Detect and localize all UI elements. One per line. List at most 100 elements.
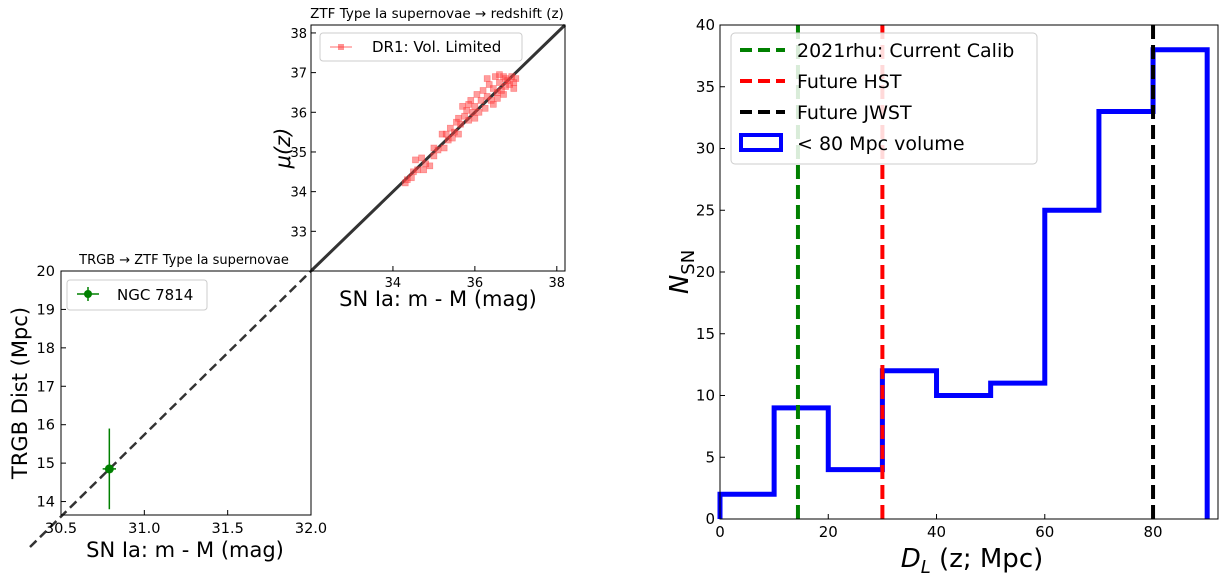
- panel2-ylabel: TRGB Dist (Mpc): [8, 307, 32, 480]
- sn-point-17: [446, 124, 454, 132]
- panel2-xtick-label: 32.0: [295, 521, 327, 537]
- sn-point-55: [490, 101, 497, 108]
- sn-point-33: [475, 108, 483, 116]
- panel1-xtick-label: 34: [385, 276, 402, 291]
- sn-point-2: [408, 174, 415, 182]
- panel-redshift-scatter: ZTF Type Ia supernovae → redshift (z) 34…: [271, 6, 567, 311]
- panel1-legend: DR1: Vol. Limited: [319, 32, 523, 62]
- panel2-legend-marker: [84, 290, 92, 298]
- sn-point-36: [481, 105, 489, 112]
- panel3-xtick-label: 40: [927, 523, 946, 541]
- panel1-xtick-label: 36: [467, 276, 484, 291]
- panel2-legend-label: NGC 7814: [117, 286, 193, 304]
- panel3-xlabel: DL (z; Mpc): [901, 544, 1044, 575]
- histogram-bin-4: [937, 396, 991, 520]
- sn-point-51: [512, 75, 520, 82]
- panel2-dashed-relation: [29, 270, 312, 548]
- panel3-legend: 2021rhu: Current Calib Future HST Future…: [730, 32, 1038, 165]
- panel1-ytick-label: 35: [290, 146, 307, 161]
- sn-point-59: [510, 85, 518, 92]
- sn-point-26: [463, 107, 470, 114]
- panel3-ytick-label: 5: [705, 448, 715, 466]
- sn-point-23: [457, 120, 464, 128]
- sn-point-53: [500, 91, 507, 98]
- panel1-frame: [310, 24, 566, 272]
- panel1-ylabel: μ(z): [271, 128, 295, 170]
- sn-point-30: [471, 103, 479, 110]
- panel1-title: ZTF Type Ia supernovae → redshift (z): [310, 6, 564, 22]
- panel2-ytick-label: 14: [37, 495, 55, 511]
- panel1-ytick-label: 33: [290, 225, 307, 240]
- panel1-ytick-label: 36: [290, 106, 307, 121]
- panel1-ytick-label: 38: [290, 27, 307, 42]
- sn-point-7: [420, 166, 427, 174]
- histogram-bin-3: [882, 371, 936, 519]
- sn-point-35: [479, 87, 487, 94]
- panel2-legend: NGC 7814: [66, 279, 208, 311]
- sn-point-27: [465, 116, 473, 124]
- sn-point-54: [483, 75, 491, 82]
- panel2-ytick-label: 17: [37, 379, 55, 395]
- sn-point-6: [418, 154, 425, 162]
- panel3-xtick-label: 20: [819, 523, 838, 541]
- sn-point-31: [471, 114, 479, 122]
- panel1-legend-marker: [338, 44, 344, 50]
- panel1-ytick-label: 34: [290, 186, 307, 201]
- panel3-ytick-label: 15: [696, 325, 715, 343]
- panel3-xtick-label: 60: [1035, 523, 1054, 541]
- panel2-legend-box: [66, 279, 208, 311]
- panel3-legend-blue-swatch: [739, 133, 783, 152]
- sn-point-15: [442, 130, 450, 138]
- ngc7814-point: [104, 464, 114, 474]
- histogram-bin-1: [774, 408, 828, 519]
- panel3-legend-box: [730, 32, 1038, 165]
- panel2-ytick-label: 19: [37, 302, 55, 318]
- histogram-step: [717, 47, 1210, 519]
- panel3-ytick-label: 20: [696, 263, 715, 281]
- sn-point-43: [496, 79, 503, 86]
- panel-histogram: 0 20 40 60 80 0 5 10 15 20 25 30 35 40 DL (z; Mpc) NS…: [665, 16, 1219, 578]
- panel2-ytick-label: 20: [37, 264, 55, 280]
- panel2-title: TRGB → ZTF Type Ia supernovae: [78, 253, 289, 268]
- panel2-frame: [60, 270, 312, 516]
- panel1-legend-label: DR1: Vol. Limited: [372, 38, 501, 56]
- panel3-ytick-label: 30: [696, 140, 715, 158]
- panel-trgb: TRGB → ZTF Type Ia supernovae 30.5 31.0 31…: [8, 253, 327, 562]
- panel3-ytick-label: 0: [705, 510, 715, 528]
- histogram-bin-8: [1153, 50, 1207, 519]
- panel2-ytick-label: 18: [37, 341, 55, 357]
- sn-point-29: [469, 108, 477, 116]
- panel3-legend-black-label: Future JWST: [797, 102, 912, 124]
- sn-point-21: [455, 130, 462, 138]
- sn-point-18: [449, 134, 456, 142]
- panel2-xtick-label: 31.0: [128, 521, 160, 537]
- panel3-legend-red-label: Future HST: [797, 71, 902, 93]
- sn-point-9: [426, 162, 434, 170]
- panel1-xtick-label: 38: [549, 276, 566, 291]
- sn-point-32: [473, 91, 481, 98]
- panel2-xtick-label: 30.5: [45, 521, 77, 537]
- sn-point-37: [483, 93, 491, 100]
- sn-point-14: [440, 144, 448, 152]
- panel2-ytick-label: 15: [37, 456, 55, 472]
- sn-point-52: [496, 71, 503, 78]
- histogram-bin-7: [1099, 111, 1153, 519]
- panel3-xtick-label: 0: [715, 523, 725, 541]
- sn-point-57: [494, 95, 501, 102]
- sn-point-58: [502, 75, 509, 82]
- panel3-ytick-label: 40: [696, 16, 715, 34]
- histogram-bin-2: [828, 470, 882, 519]
- sn-point-34: [477, 97, 485, 104]
- sn-point-5: [414, 166, 421, 174]
- panel3-ytick-label: 25: [696, 201, 715, 219]
- sn-point-12: [434, 146, 442, 154]
- sn-point-10: [430, 152, 438, 160]
- panel1-xlabel: SN Ia: m - M (mag): [339, 287, 537, 311]
- panel2-ytick-label: 16: [37, 418, 55, 434]
- sn-point-40: [490, 85, 497, 92]
- panel3-ytick-label: 35: [696, 78, 715, 96]
- histogram-bin-0: [720, 494, 774, 519]
- panel1-legend-box: [319, 32, 523, 62]
- histogram-bin-6: [1045, 210, 1099, 519]
